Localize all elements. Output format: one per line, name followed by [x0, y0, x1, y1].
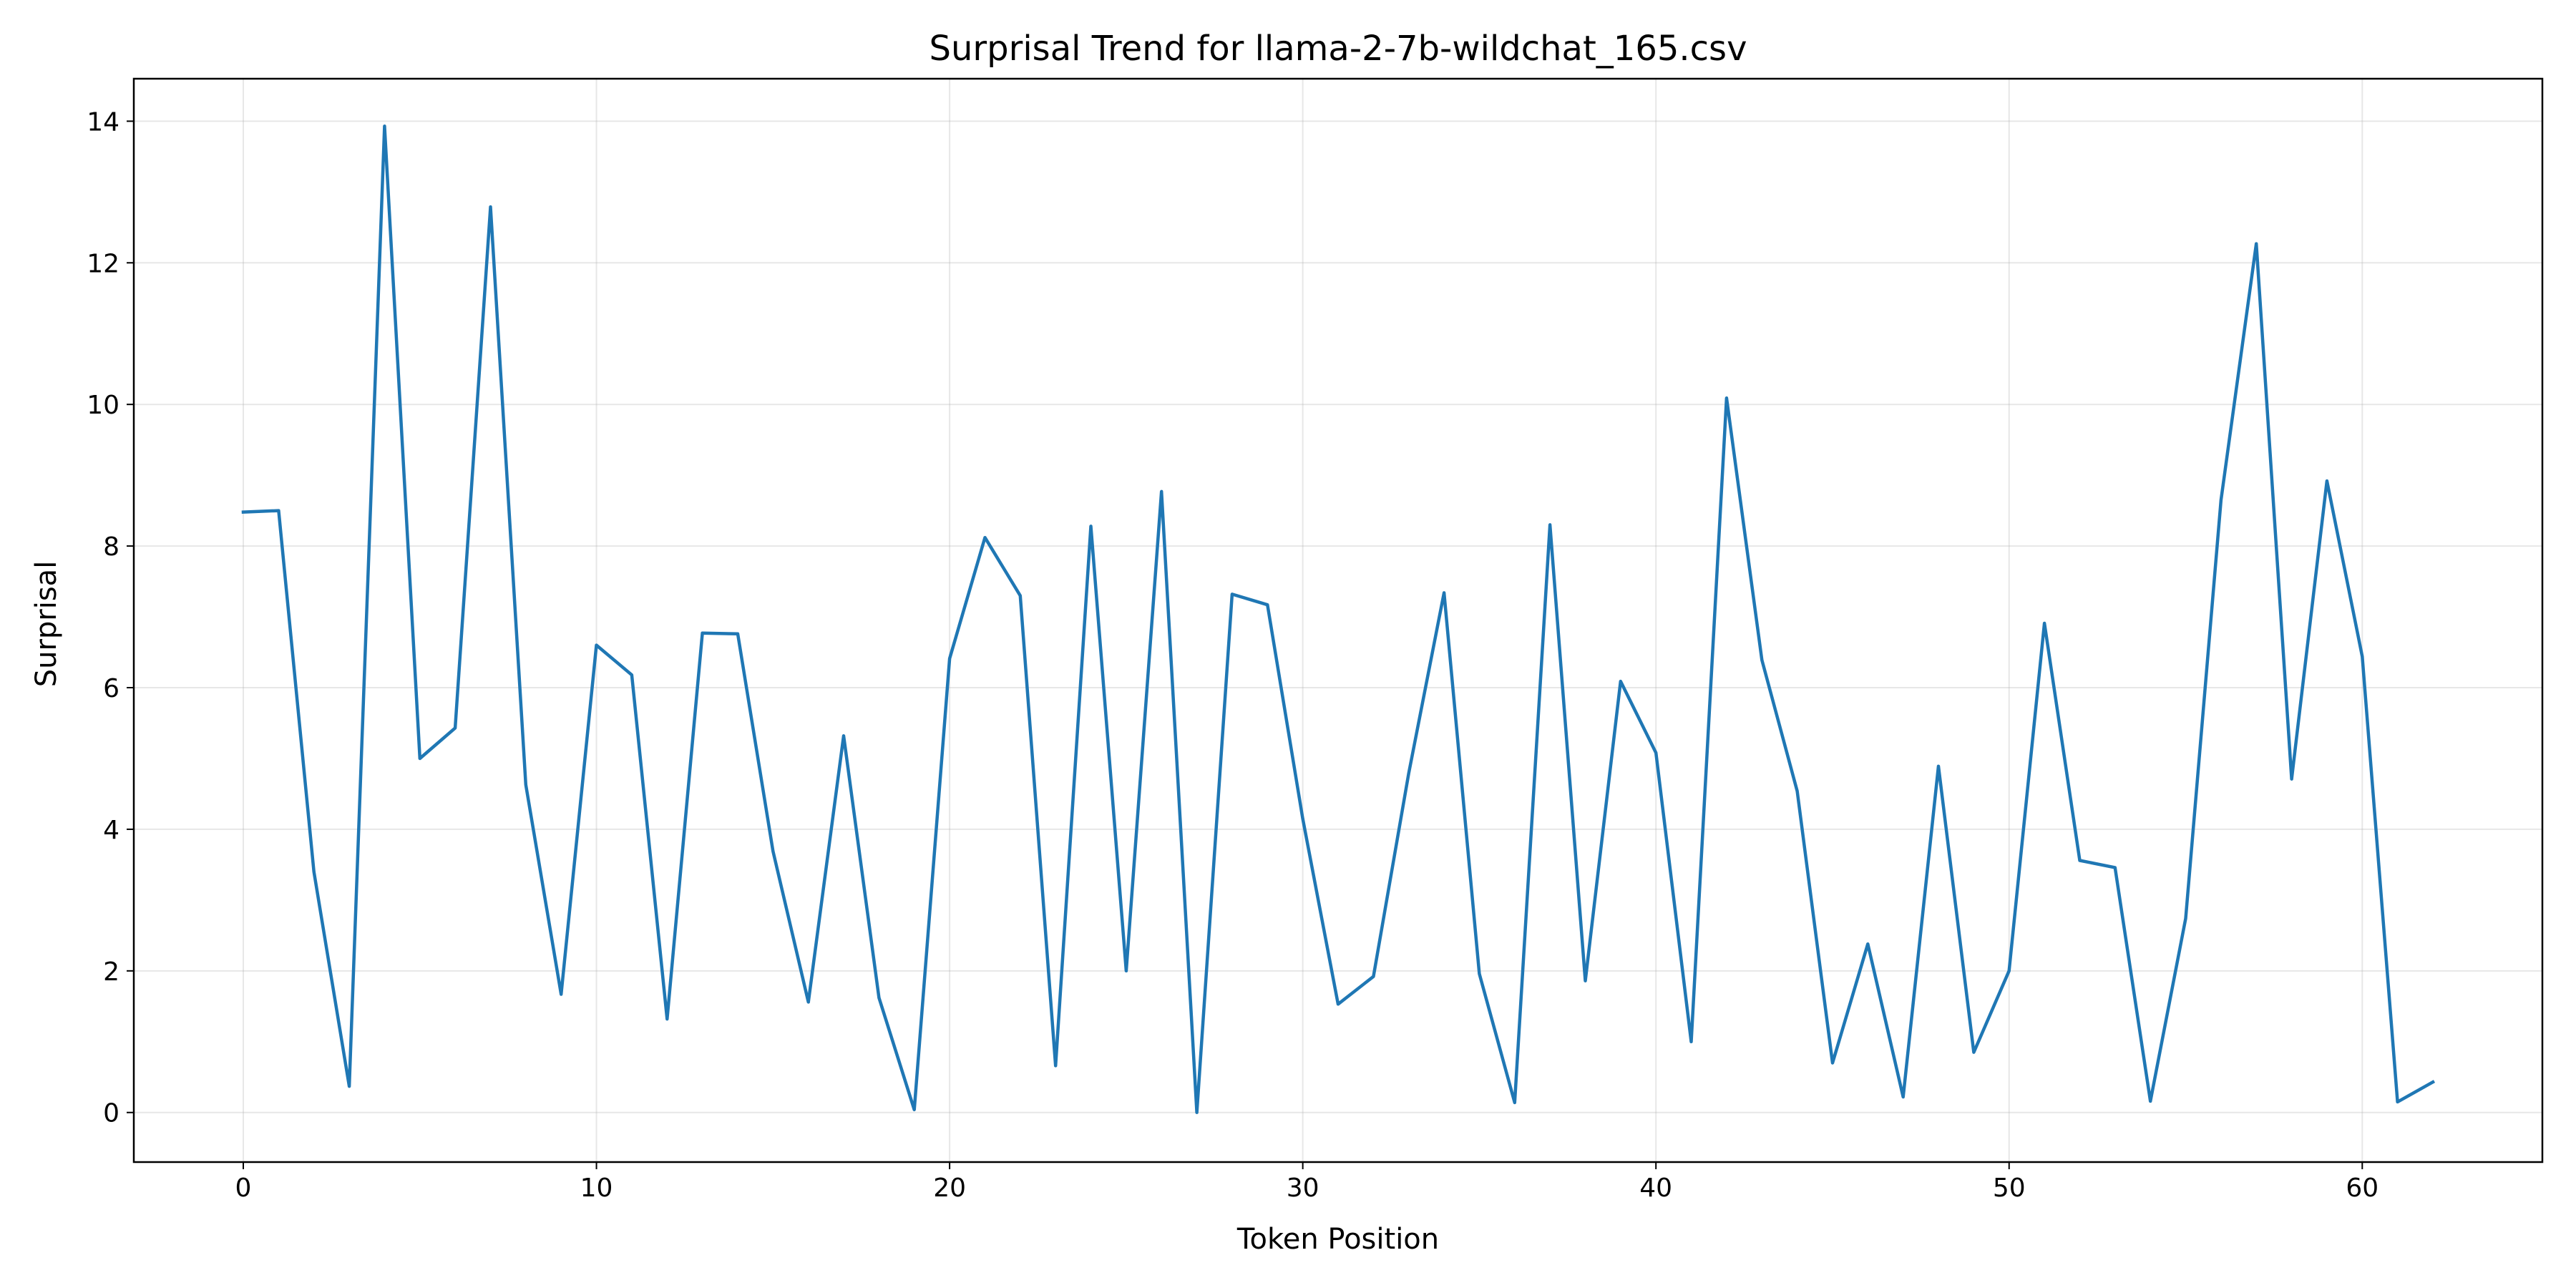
axis-ticks: 0 10 20 30 40 50 60 0 2 4 6 8 10 12 14 [87, 107, 2379, 1203]
y-tick-label: 10 [87, 391, 119, 420]
y-tick-label: 0 [103, 1099, 119, 1128]
y-axis-label: Surprisal [30, 561, 63, 688]
y-tick-label: 12 [87, 249, 119, 278]
x-tick-label: 10 [580, 1174, 613, 1203]
grid-lines [134, 79, 2542, 1162]
chart-title: Surprisal Trend for llama-2-7b-wildchat_… [930, 29, 1747, 69]
x-tick-label: 50 [1993, 1174, 2026, 1203]
y-tick-label: 6 [103, 674, 119, 703]
x-tick-label: 60 [2346, 1174, 2379, 1203]
y-tick-label: 14 [87, 107, 119, 137]
y-tick-label: 2 [103, 957, 119, 987]
x-tick-label: 30 [1287, 1174, 1319, 1203]
x-tick-label: 20 [933, 1174, 966, 1203]
data-series [241, 125, 2436, 1114]
x-tick-label: 0 [235, 1174, 252, 1203]
x-tick-label: 40 [1639, 1174, 1672, 1203]
plot-frame [132, 77, 2544, 1163]
x-axis-label: Token Position [1236, 1223, 1439, 1256]
y-tick-label: 8 [103, 532, 119, 562]
series-line [241, 125, 2436, 1114]
y-tick-label: 4 [103, 816, 119, 845]
